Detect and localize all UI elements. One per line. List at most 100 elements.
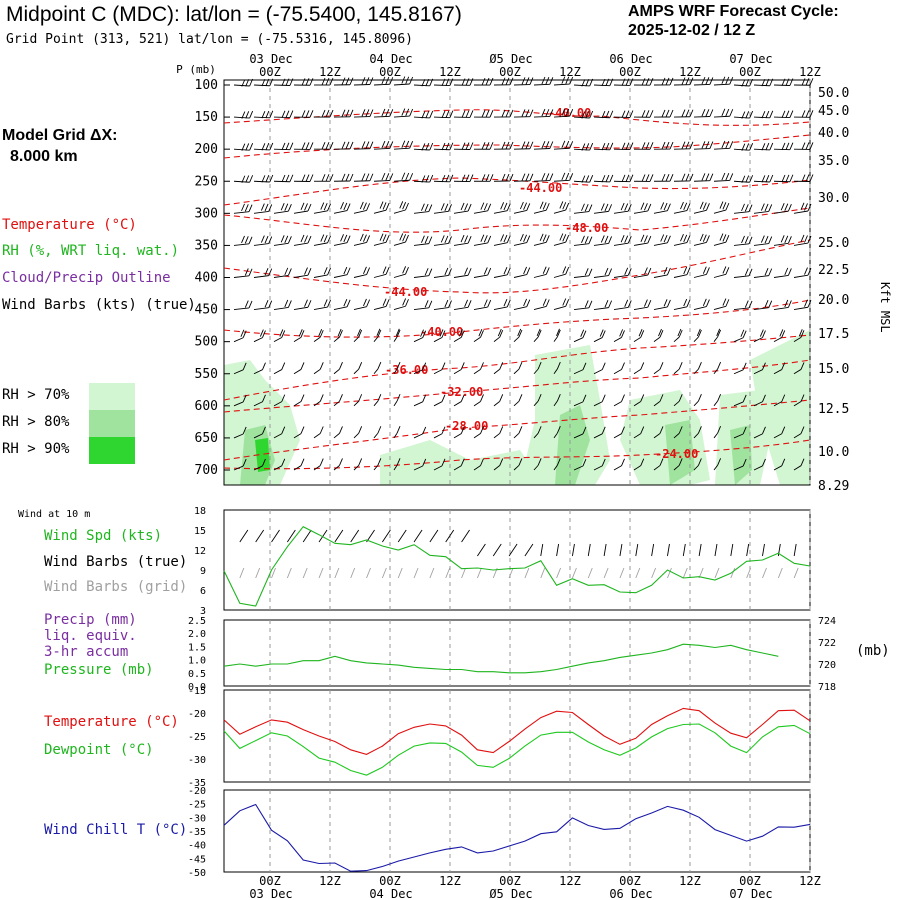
wind-barb-flag: [541, 173, 546, 181]
wind-barb-shaft: [553, 465, 558, 471]
grid-point-info: Grid Point (313, 521) lat/lon = (-75.531…: [6, 32, 413, 47]
true-wind-barb: [746, 543, 750, 557]
wind-barb-flag: [483, 203, 488, 211]
wind-barb-flag: [366, 267, 371, 275]
wind-barb-shaft: [713, 147, 730, 150]
wind-barb-shaft: [493, 433, 501, 439]
wind-barb-flag: [506, 267, 511, 275]
wind-barb-flag: [605, 142, 610, 151]
wind-barb: [693, 141, 714, 150]
wind-barb: [753, 458, 766, 471]
wind-barb-flag: [545, 235, 550, 243]
wind-barb: [733, 329, 747, 343]
wind-barb-shaft: [373, 209, 387, 214]
wind-barb-shaft: [433, 307, 449, 311]
wind-barb-flag: [323, 235, 328, 243]
wind-barb-flag: [582, 458, 587, 467]
wind-barb: [433, 394, 446, 407]
grid-wind-barb: [682, 567, 688, 579]
true-wind-barb: [571, 543, 575, 557]
wind-barb-flag: [581, 79, 586, 87]
wind-barb-flag: [581, 111, 586, 119]
wind-barb-shaft: [553, 305, 566, 311]
wind-barb-flag: [745, 175, 750, 183]
wind-chill-panel: -20-25-30-35-40-45-50: [188, 786, 811, 879]
wind-barb: [773, 142, 794, 151]
wind-barb-shaft: [313, 210, 328, 214]
wind-barb-flag: [366, 235, 371, 243]
wind-barb: [253, 203, 273, 214]
wind-barb-flag: [280, 202, 285, 211]
wind-chill-tick-label: -35: [188, 827, 206, 838]
wind-barb-flag: [537, 329, 542, 338]
wind-barb: [673, 141, 694, 150]
wind-barb-flag: [780, 202, 785, 211]
wind-barb-flag: [349, 77, 354, 85]
wind-barb-flag: [621, 110, 626, 118]
wind-barb: [473, 142, 494, 150]
wind-barb: [353, 233, 371, 246]
wind-barb-shaft: [733, 307, 750, 311]
true-wind-barb: [524, 543, 534, 557]
wind-barb: [493, 141, 514, 150]
wind-barb: [393, 458, 401, 471]
wind-barb-flag: [542, 234, 547, 242]
wind-barb-flag: [346, 235, 351, 243]
wind-barb-flag: [625, 174, 630, 182]
temperature-tick-label: -15: [188, 686, 206, 697]
wind-barb-flag: [269, 110, 274, 119]
true-wind-barb: [445, 529, 455, 543]
wind-barb-flag: [523, 298, 527, 307]
wind-barb-shaft: [693, 368, 699, 375]
wind-barb: [433, 458, 446, 471]
wind-barb-flag: [643, 299, 648, 307]
wind-barb-shaft: [273, 369, 282, 375]
wind-barb-flag: [541, 76, 546, 85]
wind-barb-flag: [505, 173, 510, 182]
wind-barb-flag: [627, 203, 632, 212]
wind-barb: [533, 233, 550, 246]
wind-barb-flag: [565, 172, 570, 181]
wind-barb: [653, 458, 664, 471]
wind-barb-flag: [261, 78, 266, 87]
wind-barb-shaft: [233, 369, 244, 375]
wind-barb: [453, 110, 474, 118]
grid-wind-barb: [255, 567, 261, 579]
wind-barb-flag: [249, 175, 254, 183]
wind-barb-flag: [382, 298, 387, 306]
wind-barb: [233, 268, 253, 278]
wind-barb-flag: [449, 78, 454, 86]
wind-barb: [613, 78, 634, 86]
wind-barb-flag: [518, 426, 523, 434]
wind-barb: [773, 426, 786, 439]
wind-chill-line: [223, 803, 811, 872]
wind-barb-flag: [396, 329, 401, 338]
wind-barb: [713, 361, 722, 375]
wind-barb: [613, 110, 634, 118]
true-wind-barb: [382, 529, 391, 543]
wind-barb-shaft: [453, 242, 469, 246]
temperature-contour: [223, 299, 811, 338]
wind-barb-shaft: [673, 465, 680, 471]
wind-barb-flag: [499, 426, 504, 434]
wind-barb-flag: [706, 235, 710, 243]
wind-barb-shaft: [373, 336, 379, 342]
wind-barb: [633, 110, 654, 118]
wind-barb-flag: [621, 174, 626, 183]
wind-barb-flag: [539, 201, 544, 209]
wind-barb-shaft: [273, 307, 289, 311]
wind-barb-flag: [460, 426, 465, 434]
wind-barb-flag: [405, 266, 409, 275]
wind-barb: [593, 329, 606, 343]
wind-barb-flag: [781, 78, 786, 86]
wind-barb-shaft: [493, 274, 508, 278]
wind-barb-flag: [444, 203, 449, 211]
wind-barb-shaft: [493, 306, 508, 311]
wind-speed-frame: [223, 509, 811, 611]
wind-barb-flag: [441, 362, 446, 370]
wind-barb-flag: [396, 393, 401, 402]
wind-barb-flag: [649, 174, 654, 182]
wind-barb-flag: [379, 233, 384, 241]
wind-barb-flag: [327, 203, 331, 211]
wind-barb-flag: [565, 76, 570, 85]
